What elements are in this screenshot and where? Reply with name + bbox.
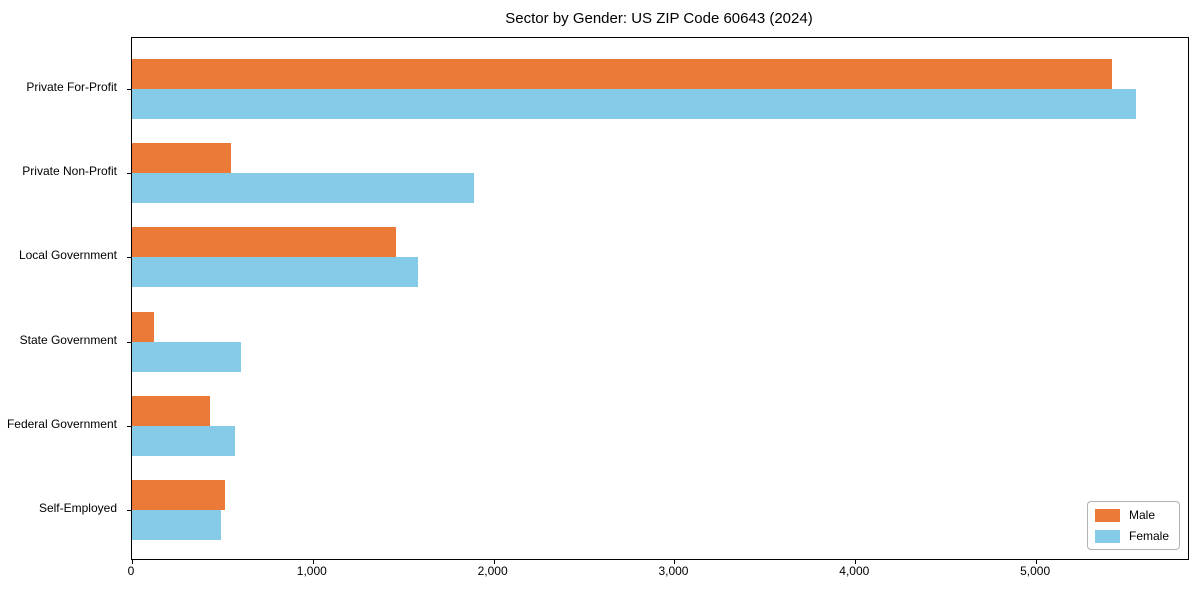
plot-area: Male Female	[127, 37, 1189, 564]
legend-entry-male: Male	[1094, 508, 1169, 522]
y-label-private-non-profit: Private Non-Profit	[22, 164, 117, 179]
y-tick	[127, 89, 131, 90]
x-tick	[674, 560, 676, 564]
y-label-federal-government: Federal Government	[6, 416, 117, 431]
legend-label-male: Male	[1128, 508, 1155, 522]
x-tick	[132, 560, 133, 564]
bar-male-private-non-profit	[132, 143, 231, 174]
y-tick	[127, 425, 131, 427]
bar-male-private-for-profit	[132, 59, 1113, 89]
bar-female-federal-government	[132, 425, 236, 456]
bar-female-private-for-profit	[132, 89, 1137, 119]
chart-title: Sector by Gender: US ZIP Code 60643 (202…	[505, 10, 813, 27]
legend-entry-female: Female	[1094, 529, 1169, 543]
bar-female-local-government	[132, 257, 418, 288]
x-label-4-000: 4,000	[839, 564, 870, 578]
x-axis-labels: 0 1,000 2,000 3,000 4,000 5,000	[127, 564, 1187, 584]
x-label-2-000: 2,000	[477, 564, 508, 578]
bar-male-local-government	[132, 227, 396, 258]
bar-female-self-employed	[132, 510, 221, 540]
y-label-local-government: Local Government	[18, 248, 117, 263]
legend: Male Female	[1086, 501, 1180, 550]
x-tick	[312, 560, 314, 564]
legend-label-female: Female	[1128, 529, 1169, 543]
y-tick	[127, 510, 131, 511]
x-tick	[493, 560, 495, 564]
bar-male-state-government	[132, 311, 154, 342]
x-label-5-000: 5,000	[1020, 564, 1051, 578]
bar-male-federal-government	[132, 395, 210, 426]
x-label-3-000: 3,000	[658, 564, 689, 578]
legend-swatch-male	[1094, 508, 1120, 522]
y-label-state-government: State Government	[19, 332, 117, 347]
x-label-0: 0	[127, 564, 135, 578]
bar-male-self-employed	[132, 480, 226, 510]
x-label-1-000: 1,000	[296, 564, 327, 578]
y-tick	[127, 341, 131, 343]
bar-female-private-non-profit	[132, 173, 474, 204]
y-tick	[127, 257, 131, 259]
x-tick	[855, 560, 857, 564]
bar-female-state-government	[132, 341, 242, 372]
y-label-private-for-profit: Private For-Profit	[26, 80, 117, 94]
y-axis-labels: Private For-Profit Private Non-Profit Loca…	[0, 37, 124, 558]
x-tick	[1036, 560, 1038, 564]
y-tick	[127, 173, 131, 175]
y-label-self-employed: Self-Employed	[38, 501, 117, 515]
legend-swatch-female	[1094, 529, 1120, 543]
